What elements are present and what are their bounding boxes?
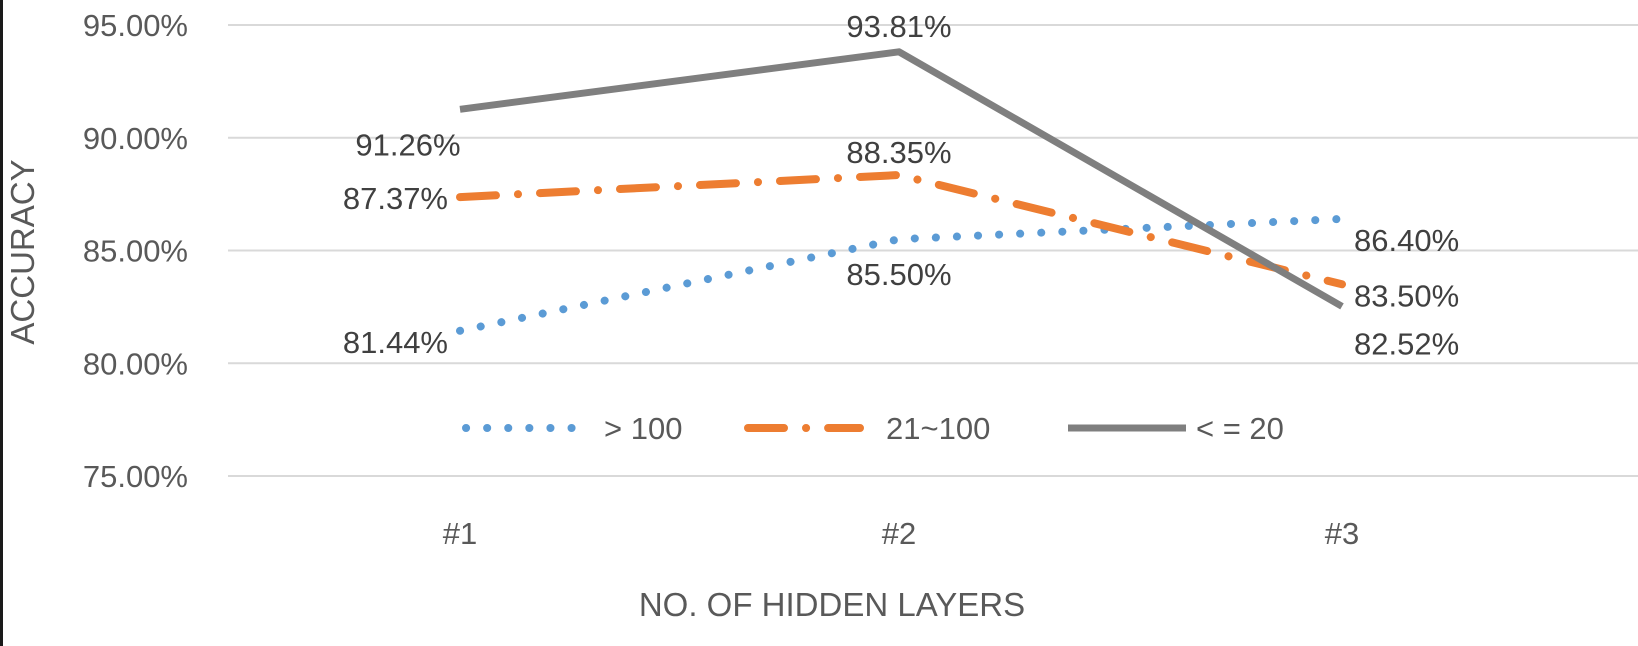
series-line-3: [459, 48, 1344, 310]
x-tick-label: #1: [443, 516, 477, 551]
y-tick-label: 90.00%: [83, 121, 188, 156]
series-line-1: [456, 214, 1346, 335]
y-tick-label: 75.00%: [83, 459, 188, 494]
y-tick-label: 95.00%: [83, 8, 188, 43]
data-label: 91.26%: [355, 127, 460, 162]
gridlines: [228, 24, 1638, 477]
y-tick-label: 85.00%: [83, 234, 188, 269]
x-axis-tick-labels: #1 #2 #3: [443, 516, 1359, 551]
legend-label: < = 20: [1196, 411, 1284, 446]
data-label: 83.50%: [1354, 278, 1459, 313]
series-line-2: [456, 171, 1346, 289]
y-tick-label: 80.00%: [83, 346, 188, 381]
data-label: 81.44%: [343, 325, 448, 360]
legend: > 100 21~100 < = 20: [462, 411, 1284, 446]
data-label: 82.52%: [1354, 326, 1459, 361]
left-border: [0, 0, 3, 646]
data-labels: 81.44% 85.50% 86.40% 87.37% 88.35% 83.50% 91.2…: [343, 9, 1459, 362]
series-lines: [456, 48, 1346, 335]
y-axis-tick-labels: 75.00% 80.00% 85.00% 90.00% 95.00%: [83, 8, 188, 494]
data-label: 85.50%: [846, 257, 951, 292]
legend-label: > 100: [604, 411, 682, 446]
x-tick-label: #2: [882, 516, 916, 551]
x-axis-title: NO. OF HIDDEN LAYERS: [639, 586, 1025, 623]
data-label: 87.37%: [343, 181, 448, 216]
data-label: 86.40%: [1354, 223, 1459, 258]
data-label: 93.81%: [846, 9, 951, 44]
data-label: 88.35%: [846, 135, 951, 170]
x-tick-label: #3: [1325, 516, 1359, 551]
legend-label: 21~100: [886, 411, 990, 446]
y-axis-title: ACCURACY: [4, 159, 41, 344]
